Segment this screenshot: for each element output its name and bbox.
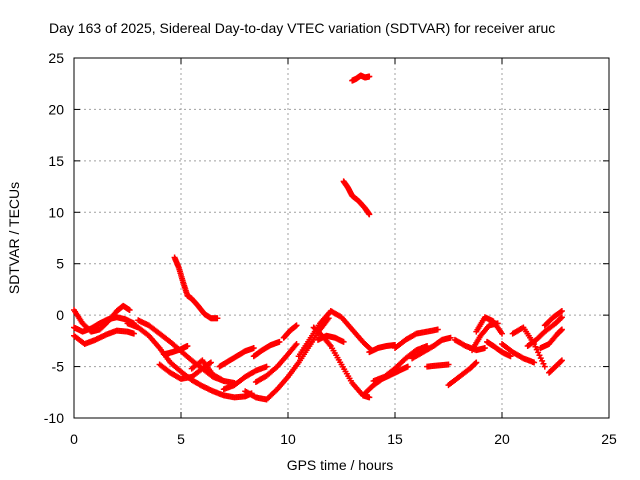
series-track-30 <box>473 314 505 337</box>
data-point <box>207 359 214 366</box>
data-point <box>293 340 300 347</box>
data-point <box>558 308 565 315</box>
series-track-36 <box>541 308 565 329</box>
data-point <box>184 343 191 349</box>
series-track-23 <box>370 343 431 384</box>
data-point <box>473 359 480 366</box>
series-track-24 <box>392 326 441 352</box>
series-track-19 <box>340 178 373 218</box>
y-tick-label: -5 <box>52 359 65 375</box>
series-track-35 <box>537 326 565 352</box>
series-track-9 <box>188 357 227 384</box>
series-track-28 <box>451 336 488 354</box>
y-tick-label: 10 <box>48 204 64 220</box>
y-tick-label: 25 <box>48 50 64 66</box>
data-point <box>214 315 221 322</box>
y-tick-label: 0 <box>56 307 64 323</box>
series-track-34 <box>524 314 565 349</box>
data-point <box>472 360 479 367</box>
series-track-6 <box>156 359 214 382</box>
series-track-13 <box>252 340 300 385</box>
y-tick-label: 5 <box>56 256 64 272</box>
series-track-32 <box>499 340 538 366</box>
data-point <box>541 363 548 370</box>
data-point <box>220 377 227 384</box>
series-track-7 <box>160 343 191 358</box>
x-tick-label: 10 <box>280 431 296 447</box>
data-point <box>130 330 137 337</box>
plot-frame <box>73 57 610 419</box>
series-track-10 <box>216 345 257 370</box>
data-point <box>263 363 270 370</box>
axis-ticks: 0 5 10 15 20 25 -10 -5 0 5 10 15 20 25 <box>44 50 617 447</box>
data-point <box>404 363 411 370</box>
y-tick-label: 15 <box>48 153 64 169</box>
series-track-15 <box>280 322 300 341</box>
series-track-11 <box>220 363 270 393</box>
data-point <box>434 326 441 333</box>
series-track-26 <box>424 361 452 370</box>
series-track-20 <box>349 72 373 84</box>
data-point <box>558 326 565 333</box>
series-track-8 <box>171 254 221 322</box>
series-track-25 <box>409 334 454 362</box>
x-axis-title: GPS time / hours <box>287 457 394 473</box>
x-tick-label: 0 <box>70 431 78 447</box>
data-point <box>293 322 300 329</box>
series-track-27 <box>445 359 480 389</box>
series-track-3 <box>71 314 137 335</box>
series-track-2 <box>71 327 137 347</box>
y-axis-title: SDTVAR / TECUs <box>6 182 22 294</box>
data-point <box>445 361 452 368</box>
data-point <box>366 211 373 218</box>
x-tick-label: 25 <box>601 431 617 447</box>
data-point <box>499 330 505 337</box>
data-points <box>71 72 565 403</box>
series-track-18 <box>314 332 347 345</box>
data-point <box>447 334 454 341</box>
data-point <box>558 357 565 364</box>
data-point <box>558 314 565 321</box>
data-point <box>366 394 373 401</box>
series-track-4 <box>124 320 255 401</box>
y-tick-label: 20 <box>48 101 64 117</box>
y-tick-label: -10 <box>44 410 64 426</box>
x-tick-label: 5 <box>177 431 185 447</box>
data-point <box>507 353 514 360</box>
chart-title: Day 163 of 2025, Sidereal Day-to-day VTE… <box>49 20 555 36</box>
series-track-31 <box>484 338 514 360</box>
data-point <box>481 345 488 352</box>
data-point <box>276 338 283 345</box>
data-point <box>340 338 347 345</box>
grid-lines <box>74 58 609 418</box>
data-point <box>557 308 564 315</box>
data-point <box>366 73 373 80</box>
series-track-37 <box>546 357 565 376</box>
x-tick-label: 20 <box>494 431 510 447</box>
data-point <box>558 358 565 365</box>
x-tick-label: 15 <box>387 431 403 447</box>
data-point <box>206 360 213 367</box>
series-track-14 <box>250 338 283 360</box>
series-track-22 <box>366 341 398 356</box>
data-point <box>126 307 133 313</box>
data-point <box>558 314 565 321</box>
series-track-21 <box>362 363 411 397</box>
data-point <box>250 345 257 352</box>
data-point <box>531 359 538 366</box>
